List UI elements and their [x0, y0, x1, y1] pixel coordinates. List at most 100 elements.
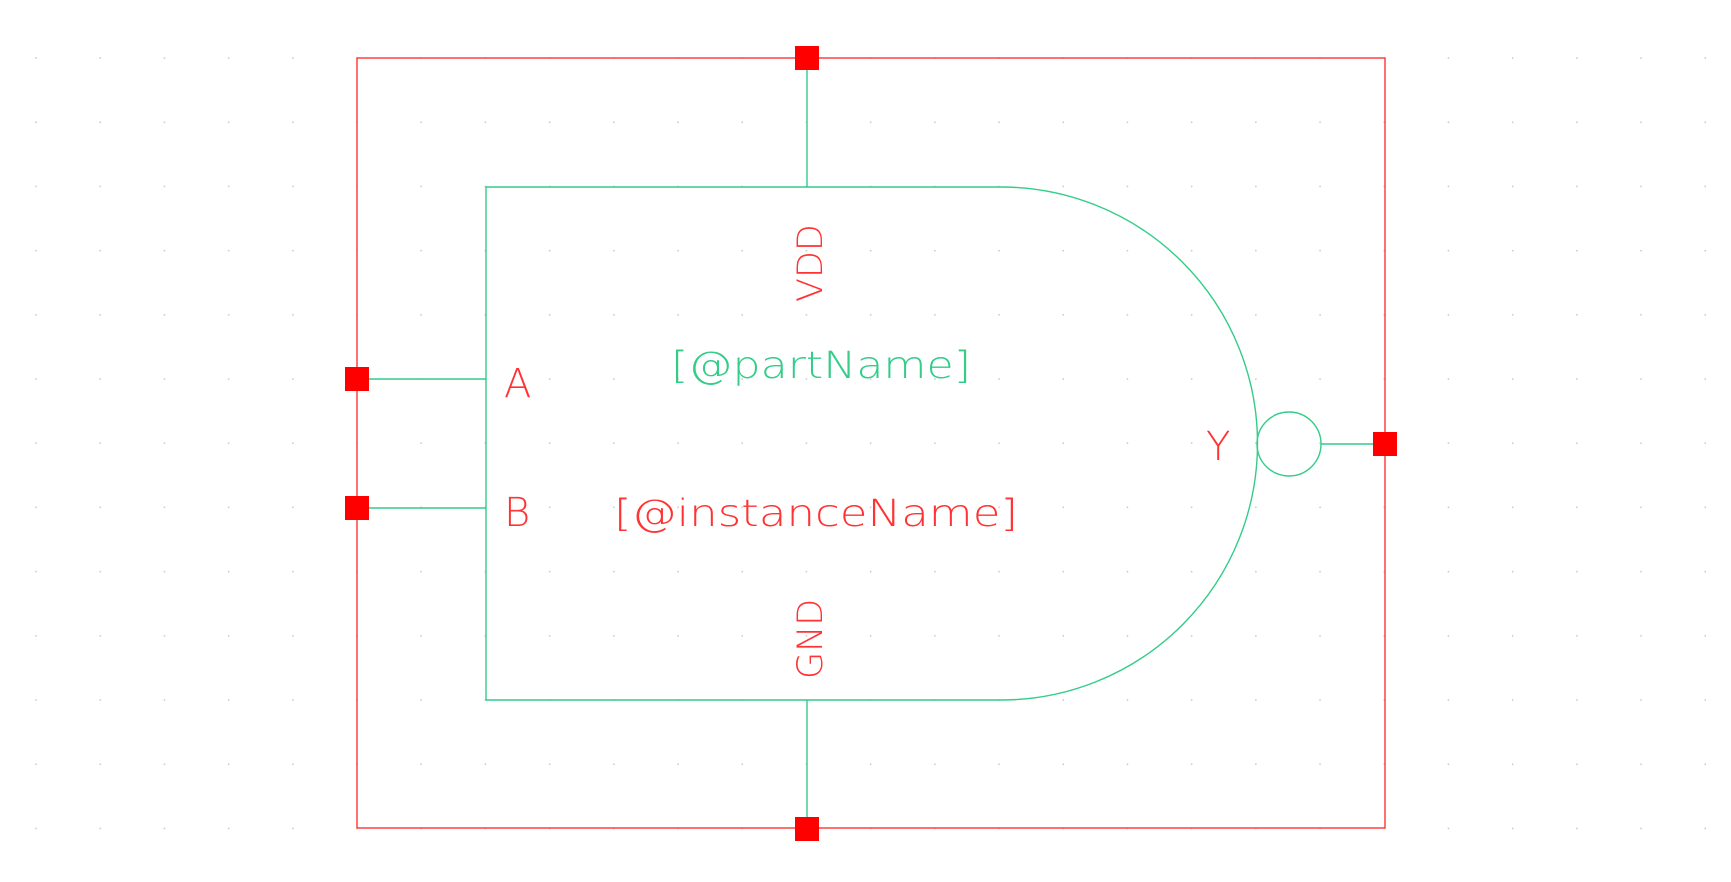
pin-square-y[interactable] — [1373, 432, 1397, 456]
grid-dot — [934, 635, 936, 637]
grid-dot — [1704, 635, 1706, 637]
grid-dot — [677, 635, 679, 637]
grid-dot — [35, 635, 37, 637]
grid-dot — [1576, 185, 1578, 188]
grid-dot — [998, 442, 1000, 444]
grid-dot — [1447, 314, 1450, 316]
grid-dot — [99, 827, 101, 830]
nand-gate-body[interactable] — [485, 186, 1259, 701]
grid-dot — [420, 570, 422, 573]
grid-dot — [35, 763, 37, 765]
grid-dot — [1447, 442, 1450, 444]
grid-dot — [1576, 378, 1578, 380]
grid-dot — [548, 121, 551, 123]
pin-square-gnd[interactable] — [795, 817, 819, 841]
grid-dot — [613, 506, 615, 509]
grid-dot — [227, 699, 230, 701]
grid-dot — [99, 442, 101, 444]
grid-dot — [1383, 635, 1385, 637]
grid-dot — [613, 442, 615, 444]
grid-dot — [1190, 635, 1193, 637]
grid-dot — [613, 378, 615, 380]
grid-dot — [1319, 249, 1321, 252]
grid-dot — [548, 442, 551, 444]
grid-dot — [1576, 121, 1578, 123]
grid-dot — [1126, 442, 1129, 444]
grid-dot — [1190, 249, 1193, 252]
grid-dot — [1383, 314, 1385, 316]
grid-dot — [163, 635, 166, 637]
grid-dot — [420, 763, 422, 765]
grid-dot — [1319, 635, 1321, 637]
grid-dot — [99, 57, 101, 59]
grid-dot — [805, 442, 808, 444]
grid-dot — [1704, 763, 1706, 765]
grid-dot — [1062, 249, 1064, 252]
grid-dot — [163, 57, 166, 59]
grid-dot — [1126, 185, 1129, 188]
grid-dot — [35, 185, 37, 188]
grid-dot — [869, 570, 872, 573]
grid-dot — [548, 314, 551, 316]
grid-dot — [548, 506, 551, 509]
grid-dot — [677, 121, 679, 123]
grid-dot — [292, 506, 294, 509]
grid-dot — [292, 57, 294, 59]
grid-dot — [163, 442, 166, 444]
grid-dot — [1383, 378, 1385, 380]
grid-dot — [1255, 121, 1257, 123]
grid-dot — [1383, 506, 1385, 509]
grid-dot — [869, 121, 872, 123]
grid-dot — [1511, 763, 1514, 765]
grid-dot — [163, 121, 166, 123]
grid-dot — [35, 699, 37, 701]
grid-dot — [741, 442, 743, 444]
grid-dot — [1319, 378, 1321, 380]
grid-dot — [1640, 378, 1642, 380]
pin-label-a: A — [504, 361, 531, 407]
grid-dot — [292, 827, 294, 830]
grid-dot — [1319, 121, 1321, 123]
grid-dot — [1255, 506, 1257, 509]
grid-dot — [805, 314, 808, 316]
grid-dot — [1640, 506, 1642, 509]
grid-dot — [998, 314, 1000, 316]
grid-dot — [99, 763, 101, 765]
grid-dot — [163, 570, 166, 573]
grid-dot — [677, 506, 679, 509]
grid-dot — [227, 378, 230, 380]
grid-dot — [163, 185, 166, 188]
grid-dot — [1062, 378, 1064, 380]
grid-dot — [1190, 314, 1193, 316]
grid-dot — [1383, 185, 1385, 188]
grid-dot — [1383, 763, 1385, 765]
grid-dot — [1576, 763, 1578, 765]
grid-dot — [1062, 635, 1064, 637]
grid-dot — [227, 635, 230, 637]
inversion-bubble[interactable] — [1256, 411, 1322, 477]
pin-square-vdd[interactable] — [795, 46, 819, 70]
grid-dot — [613, 314, 615, 316]
grid-dot — [548, 635, 551, 637]
grid-dot — [1383, 249, 1385, 252]
grid-dot — [934, 570, 936, 573]
pin-square-b[interactable] — [345, 496, 369, 520]
grid-dot — [1255, 249, 1257, 252]
grid-dot — [1126, 635, 1129, 637]
pin-square-a[interactable] — [345, 367, 369, 391]
grid-dot — [99, 378, 101, 380]
grid-dot — [1447, 699, 1450, 701]
grid-dot — [1576, 827, 1578, 830]
grid-dot — [1190, 699, 1193, 701]
grid-dot — [484, 763, 487, 765]
grid-dot — [1447, 121, 1450, 123]
grid-dot — [1511, 699, 1514, 701]
grid-dot — [1704, 57, 1706, 59]
grid-dot — [1447, 57, 1450, 59]
grid-dots — [35, 57, 1706, 830]
grid-dot — [420, 635, 422, 637]
grid-dot — [998, 506, 1000, 509]
grid-dot — [1447, 185, 1450, 188]
grid-dot — [292, 763, 294, 765]
grid-dot — [1576, 249, 1578, 252]
